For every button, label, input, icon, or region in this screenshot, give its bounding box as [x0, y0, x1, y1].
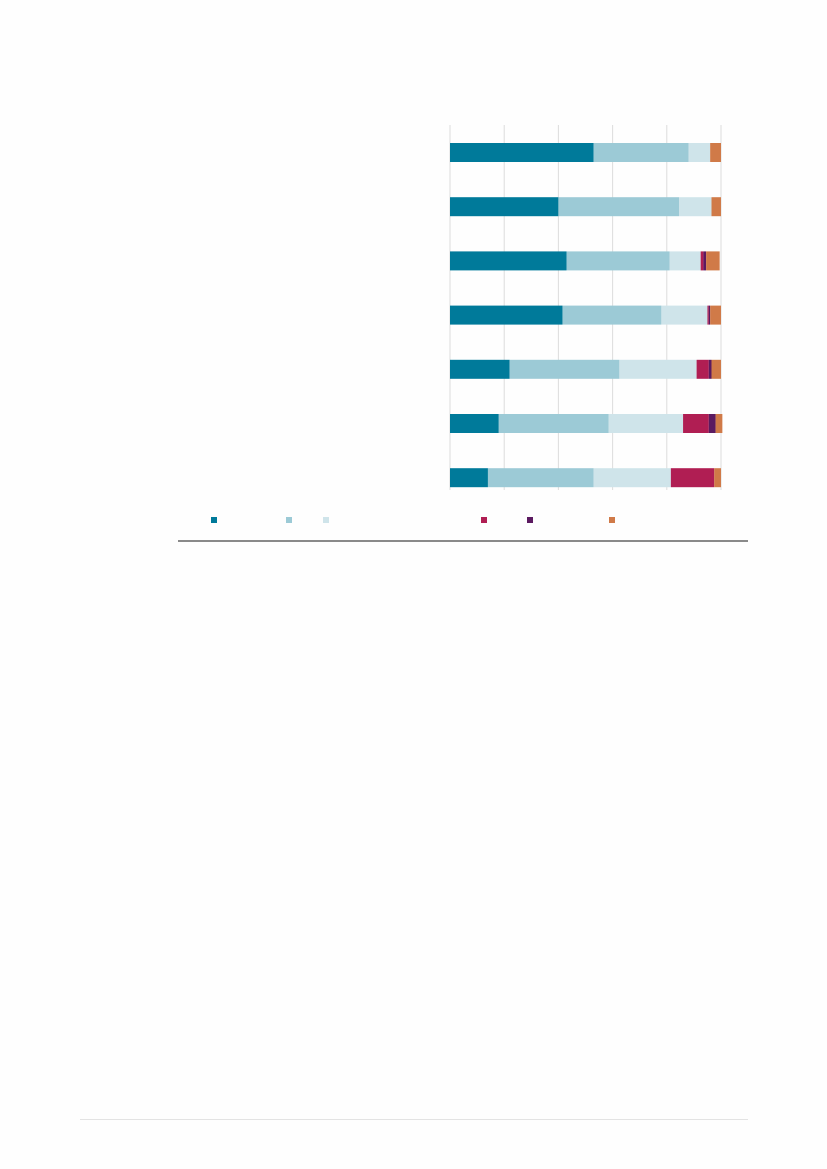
- bar-segment: [711, 197, 721, 217]
- bar-segment: [711, 359, 721, 379]
- bar-segment: [450, 468, 488, 488]
- bar-segment: [710, 305, 721, 325]
- bar-segment: [566, 251, 670, 271]
- legend-swatch: [481, 517, 487, 523]
- bar-segment: [669, 251, 701, 271]
- bar-segment: [487, 468, 594, 488]
- bar-segment: [707, 305, 709, 325]
- bar-row: [450, 251, 720, 271]
- bar-segment: [670, 468, 715, 488]
- bar-segment: [710, 143, 721, 162]
- bar-segment: [661, 305, 708, 325]
- bar-segment: [608, 414, 684, 433]
- legend: [211, 517, 615, 523]
- bar-segment: [706, 251, 720, 271]
- bar-segment: [715, 414, 723, 433]
- bar-row: [450, 359, 721, 379]
- bar-segment: [688, 143, 711, 162]
- bar-segment: [679, 197, 712, 217]
- bar-row: [450, 414, 723, 433]
- legend-swatch: [211, 517, 217, 523]
- bar-segment: [708, 414, 716, 433]
- bar-segment: [593, 468, 671, 488]
- legend-swatch: [286, 517, 292, 523]
- bar-segment: [450, 197, 559, 217]
- bar-segment: [558, 197, 679, 217]
- legend-swatch: [527, 517, 533, 523]
- page-footer-rule: [80, 1119, 748, 1120]
- bar-segment: [498, 414, 609, 433]
- bar-segment: [562, 305, 662, 325]
- bar-segment: [450, 143, 594, 162]
- bar-segment: [708, 305, 711, 325]
- bar-segment: [593, 143, 689, 162]
- bar-segment: [450, 251, 567, 271]
- bar-segment: [703, 251, 707, 271]
- bar-segment: [714, 468, 722, 488]
- bar-row: [450, 305, 721, 325]
- legend-swatch: [323, 517, 329, 523]
- bar-row: [450, 468, 722, 488]
- bar-segment: [696, 359, 709, 379]
- bar-segment: [450, 359, 510, 379]
- chart-bottom-rule: [178, 540, 748, 542]
- bar-segment: [509, 359, 620, 379]
- bar-row: [450, 197, 721, 217]
- legend-swatch: [609, 517, 615, 523]
- bar-segment: [619, 359, 697, 379]
- bar-segment: [700, 251, 704, 271]
- bar-segment: [450, 414, 499, 433]
- bar-segment: [708, 359, 712, 379]
- bar-segment: [683, 414, 709, 433]
- bar-segment: [450, 305, 563, 325]
- bar-row: [450, 143, 721, 162]
- bars: [450, 143, 723, 488]
